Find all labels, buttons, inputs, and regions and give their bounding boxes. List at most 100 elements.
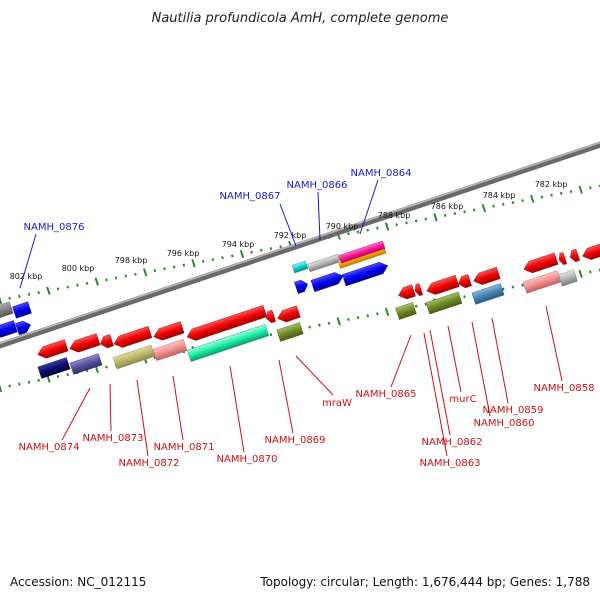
minor-tick bbox=[463, 210, 466, 214]
minor-tick bbox=[472, 208, 476, 212]
major-tick bbox=[239, 249, 245, 259]
minor-tick bbox=[269, 333, 273, 337]
minor-tick bbox=[424, 302, 428, 306]
minor-tick bbox=[376, 226, 379, 230]
leader-line bbox=[19, 233, 37, 289]
cluster-box bbox=[276, 322, 304, 342]
minor-tick bbox=[443, 213, 447, 217]
minor-tick bbox=[230, 254, 234, 258]
minor-tick bbox=[250, 250, 253, 254]
gene-label: NAMH_0863 bbox=[420, 458, 481, 469]
ruler-label: 798 kbp bbox=[115, 256, 148, 265]
leader-line bbox=[423, 332, 448, 457]
minor-tick bbox=[405, 221, 408, 225]
leader-line bbox=[278, 359, 294, 434]
cluster-box bbox=[186, 324, 270, 362]
major-tick bbox=[336, 317, 341, 326]
minor-tick bbox=[366, 314, 370, 318]
minor-tick bbox=[414, 304, 418, 308]
leader-line bbox=[136, 379, 149, 457]
minor-tick bbox=[76, 283, 79, 287]
gene-label: NAMH_0876 bbox=[24, 222, 85, 233]
reverse-gene-arrow bbox=[426, 274, 460, 295]
minor-tick bbox=[347, 317, 350, 322]
ruler-label: 794 kbp bbox=[222, 240, 255, 249]
gene-label: NAMH_0874 bbox=[19, 442, 80, 453]
gene-label: NAMH_0871 bbox=[154, 442, 215, 453]
reverse-gene-arrow bbox=[100, 334, 114, 349]
minor-tick bbox=[66, 373, 70, 377]
ruler-label: 788 kbp bbox=[378, 211, 411, 220]
forward-gene-arrow bbox=[0, 320, 18, 338]
leader-line bbox=[172, 375, 184, 441]
major-tick bbox=[384, 222, 390, 231]
minor-tick bbox=[492, 204, 495, 208]
reverse-gene-arrow bbox=[277, 305, 301, 323]
reverse-gene-arrow bbox=[458, 274, 472, 289]
minor-tick bbox=[27, 292, 31, 297]
genome-backbone bbox=[0, 141, 600, 349]
minor-tick bbox=[540, 195, 544, 199]
gene-label: NAMH_0867 bbox=[220, 191, 281, 202]
minor-tick bbox=[85, 281, 89, 286]
minor-tick bbox=[501, 202, 505, 206]
leader-line bbox=[491, 317, 509, 404]
minor-tick bbox=[269, 246, 273, 251]
ruler-label: 784 kbp bbox=[483, 191, 516, 200]
minor-tick bbox=[17, 294, 21, 298]
reverse-gene-arrow bbox=[398, 284, 416, 300]
reverse-gene-arrow bbox=[582, 243, 600, 260]
reverse-gene-arrow bbox=[69, 333, 101, 353]
minor-tick bbox=[424, 217, 428, 221]
gene-label: mraW bbox=[322, 398, 352, 409]
leader-line bbox=[471, 321, 491, 417]
gene-label: murC bbox=[449, 394, 476, 405]
forward-cluster-box bbox=[338, 240, 386, 264]
major-tick bbox=[530, 194, 535, 203]
leader-line bbox=[317, 191, 321, 241]
backbone-highlight bbox=[0, 141, 600, 345]
cluster-box bbox=[522, 270, 562, 294]
cluster-box bbox=[37, 357, 71, 379]
gene-label: NAMH_0866 bbox=[287, 180, 348, 191]
leader-line bbox=[545, 305, 563, 382]
label-leaders bbox=[19, 179, 563, 457]
ruler-label: 792 kbp bbox=[274, 231, 307, 240]
minor-tick bbox=[588, 186, 592, 190]
minor-tick bbox=[8, 384, 12, 388]
minor-tick bbox=[124, 274, 128, 278]
reverse-gene-arrow bbox=[473, 266, 501, 285]
gene-label: NAMH_0865 bbox=[356, 389, 417, 400]
reverse-gene-arrow bbox=[37, 339, 69, 359]
leader-line bbox=[295, 355, 334, 396]
minor-tick bbox=[327, 321, 331, 325]
minor-tick bbox=[56, 375, 60, 379]
major-tick bbox=[0, 296, 3, 305]
major-tick bbox=[94, 277, 99, 286]
minor-tick bbox=[114, 276, 118, 280]
gene-label: NAMH_0859 bbox=[483, 405, 544, 416]
major-tick bbox=[578, 185, 583, 194]
ruler-label: 782 kbp bbox=[535, 180, 568, 189]
minor-tick bbox=[356, 316, 360, 320]
gene-label: NAMH_0862 bbox=[422, 437, 483, 448]
forward-gene-arrow bbox=[294, 279, 308, 294]
cluster-box bbox=[395, 302, 417, 320]
leader-line bbox=[279, 203, 297, 247]
reverse-gene-arrow bbox=[523, 252, 559, 274]
minor-tick bbox=[511, 285, 515, 289]
minor-tick bbox=[347, 232, 350, 236]
minor-tick bbox=[37, 291, 41, 295]
leader-line bbox=[359, 179, 379, 235]
gene-label: NAMH_0869 bbox=[265, 435, 326, 446]
minor-tick bbox=[453, 212, 457, 216]
minor-tick bbox=[511, 200, 515, 205]
ruler-label: 800 kbp bbox=[62, 264, 95, 273]
minor-tick bbox=[559, 191, 563, 195]
minor-tick bbox=[37, 378, 41, 382]
minor-tick bbox=[376, 312, 379, 316]
minor-tick bbox=[414, 219, 418, 223]
leader-line bbox=[229, 365, 245, 453]
minor-tick bbox=[501, 287, 505, 291]
leader-line bbox=[390, 334, 412, 388]
